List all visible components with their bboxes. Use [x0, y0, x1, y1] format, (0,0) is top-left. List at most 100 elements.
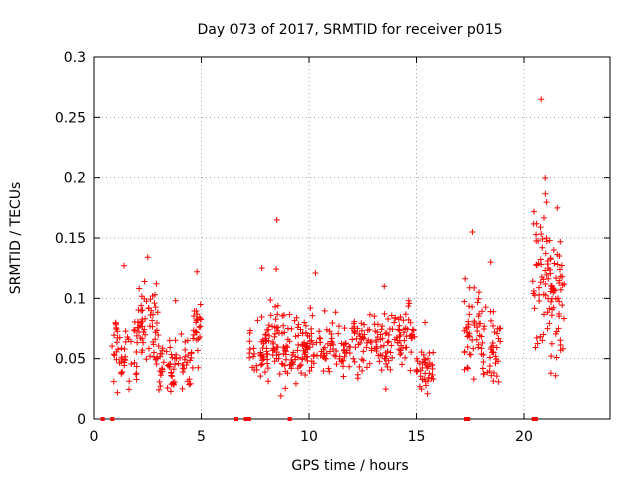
data-point — [306, 367, 313, 374]
data-point — [327, 348, 334, 355]
data-point — [271, 333, 278, 340]
data-point — [157, 353, 164, 360]
data-point — [152, 304, 159, 311]
data-point — [539, 236, 546, 243]
data-point — [288, 357, 295, 364]
y-tick-label: 0.3 — [64, 50, 86, 66]
data-point — [118, 354, 125, 361]
data-point — [554, 261, 561, 268]
data-point — [122, 357, 129, 364]
data-point — [414, 367, 421, 374]
data-point — [546, 266, 553, 273]
data-point — [482, 304, 489, 311]
data-point — [560, 315, 567, 322]
data-series — [100, 96, 568, 421]
data-point — [555, 310, 562, 317]
data-point — [367, 338, 374, 345]
data-point — [264, 360, 271, 367]
x-tick-label: 10 — [300, 429, 318, 445]
data-point — [277, 392, 284, 399]
data-point — [364, 327, 371, 334]
zero-point — [233, 417, 238, 421]
data-point — [118, 345, 125, 352]
data-point — [304, 340, 311, 347]
data-point — [258, 265, 265, 272]
zero-point — [110, 417, 115, 421]
y-tick-label: 0.1 — [64, 291, 86, 307]
data-point — [284, 370, 291, 377]
data-point — [490, 349, 497, 356]
data-point — [109, 343, 116, 350]
data-point — [119, 368, 126, 375]
data-point — [559, 302, 566, 309]
data-point — [273, 216, 280, 223]
data-point — [383, 329, 390, 336]
data-point — [363, 364, 370, 371]
data-point — [497, 338, 504, 345]
data-point — [561, 281, 568, 288]
data-point — [533, 220, 540, 227]
data-point — [184, 359, 191, 366]
data-point — [291, 317, 298, 324]
data-point — [113, 356, 120, 363]
data-point — [193, 329, 200, 336]
data-point — [389, 354, 396, 361]
data-point — [531, 208, 538, 215]
data-point — [396, 327, 403, 334]
data-point — [152, 291, 159, 298]
data-point — [329, 340, 336, 347]
data-point — [470, 345, 477, 352]
data-point — [494, 330, 501, 337]
data-point — [121, 262, 128, 269]
data-point — [538, 231, 545, 238]
data-point — [279, 361, 286, 368]
data-point — [297, 326, 304, 333]
data-point — [196, 314, 203, 321]
data-point — [490, 369, 497, 376]
data-point — [556, 279, 563, 286]
data-point — [299, 343, 306, 350]
data-point — [495, 378, 502, 385]
data-point — [115, 346, 122, 353]
data-point — [352, 344, 359, 351]
data-point — [552, 372, 559, 379]
data-point — [321, 344, 328, 351]
data-point — [543, 271, 550, 278]
data-point — [281, 347, 288, 354]
data-point — [257, 373, 264, 380]
data-point — [497, 325, 504, 332]
data-point — [385, 338, 392, 345]
data-point — [357, 339, 364, 346]
data-point — [469, 228, 476, 235]
data-point — [302, 329, 309, 336]
x-tick-label: 5 — [197, 429, 206, 445]
data-point — [342, 340, 349, 347]
data-point — [529, 278, 536, 285]
data-point — [546, 320, 553, 327]
data-point — [267, 297, 274, 304]
data-point — [194, 347, 201, 354]
data-point — [295, 341, 302, 348]
data-point — [325, 365, 332, 372]
zero-point — [531, 417, 536, 421]
data-point — [308, 325, 315, 332]
data-point — [466, 284, 473, 291]
data-point — [546, 305, 553, 312]
data-point — [138, 307, 145, 314]
data-point — [172, 361, 179, 368]
data-point — [465, 318, 472, 325]
data-point — [259, 336, 266, 343]
data-point — [556, 253, 563, 260]
data-point — [557, 337, 564, 344]
data-point — [113, 348, 120, 355]
data-point — [139, 316, 146, 323]
data-point — [349, 336, 356, 343]
data-point — [113, 324, 120, 331]
data-point — [262, 331, 269, 338]
data-point — [422, 382, 429, 389]
data-point — [429, 365, 436, 372]
data-point — [274, 311, 281, 318]
data-point — [396, 333, 403, 340]
data-point — [385, 357, 392, 364]
data-point — [381, 283, 388, 290]
